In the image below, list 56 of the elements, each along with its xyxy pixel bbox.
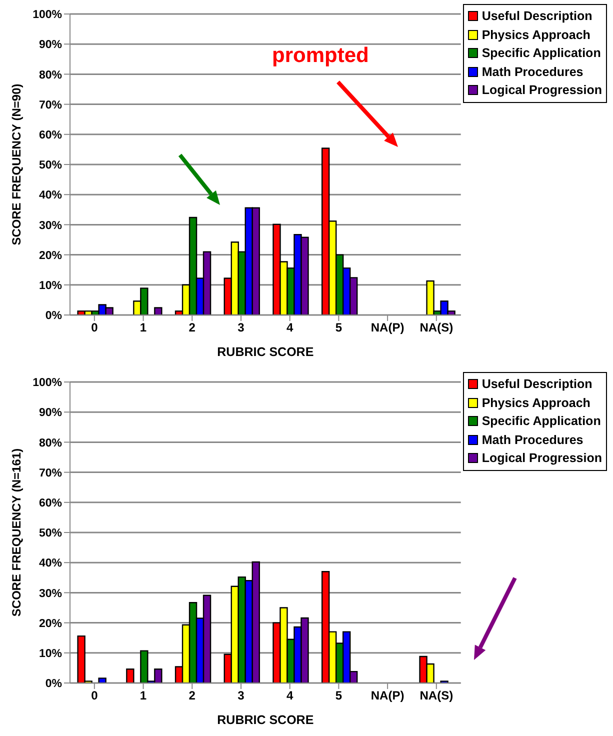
y-tick-label: 20%: [38, 250, 62, 262]
y-tick-label: 20%: [38, 618, 62, 630]
x-tick-label: 5: [335, 688, 342, 703]
y-axis-title: SCORE FREQUENCY (N=161): [9, 448, 24, 617]
x-axis-title: RUBRIC SCORE: [217, 713, 314, 727]
legend-label: Specific Application: [482, 46, 601, 60]
bar: [98, 678, 106, 683]
legend-label: Physics Approach: [482, 28, 590, 42]
y-tick-label: 60%: [38, 129, 62, 142]
y-tick-label: 60%: [38, 497, 62, 510]
x-tick-label: NA(S): [420, 320, 454, 335]
y-axis-title: SCORE FREQUENCY (N=90): [9, 84, 24, 246]
x-tick-label: 5: [335, 320, 342, 335]
legend-label: Physics Approach: [482, 396, 590, 410]
legend-label: Math Procedures: [482, 432, 584, 447]
legend-label: Math Procedures: [482, 64, 584, 79]
bar: [154, 307, 162, 315]
y-tick-label: 80%: [38, 69, 62, 82]
legend-label: Specific Application: [482, 414, 601, 428]
legend-label: Useful Description: [482, 377, 592, 392]
legend-label: Useful Description: [482, 9, 592, 24]
y-tick-label: 30%: [38, 220, 62, 232]
y-tick-label: 50%: [38, 160, 62, 172]
x-tick-label: NA(P): [370, 320, 404, 335]
x-tick-label: 1: [140, 320, 147, 335]
y-tick-label: 70%: [38, 467, 62, 480]
legend-label: Logical Progression: [482, 451, 602, 466]
x-axis-title: RUBRIC SCORE: [217, 345, 314, 359]
x-tick-label: 3: [238, 320, 245, 335]
y-tick-label: 0%: [45, 310, 62, 322]
x-tick-label: 4: [286, 688, 294, 703]
y-tick-label: 80%: [38, 437, 62, 450]
y-tick-label: 30%: [38, 588, 62, 600]
y-tick-label: 50%: [38, 528, 62, 540]
x-tick-label: 0: [91, 320, 98, 335]
y-tick-label: 70%: [38, 99, 62, 112]
legend-label: Logical Progression: [482, 83, 602, 98]
x-tick-label: 0: [91, 688, 98, 703]
x-tick-label: 2: [188, 688, 196, 703]
x-tick-label: 2: [188, 320, 196, 335]
x-tick-label: 1: [140, 688, 147, 703]
y-tick-label: 40%: [38, 558, 62, 570]
y-tick-label: 40%: [38, 190, 62, 202]
x-tick-label: 4: [286, 320, 294, 335]
y-tick-label: 100%: [32, 377, 62, 390]
x-tick-label: 3: [238, 688, 245, 703]
y-tick-label: 0%: [45, 678, 62, 690]
y-tick-label: 10%: [38, 648, 62, 660]
y-tick-label: 10%: [38, 280, 62, 292]
y-tick-label: 100%: [32, 9, 62, 22]
annotation: prompted: [272, 44, 369, 68]
x-tick-label: NA(P): [370, 688, 404, 703]
bar: [126, 668, 134, 683]
y-tick-label: 90%: [38, 39, 62, 52]
y-tick-label: 90%: [38, 407, 62, 420]
x-tick-label: NA(S): [420, 688, 454, 703]
